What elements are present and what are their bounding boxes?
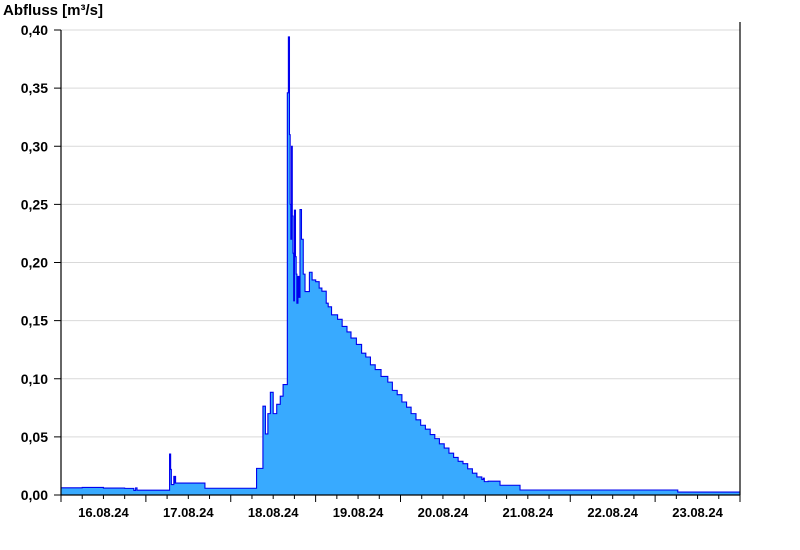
- svg-text:0,35: 0,35: [21, 80, 48, 96]
- svg-text:0,05: 0,05: [21, 429, 48, 445]
- svg-text:17.08.24: 17.08.24: [163, 505, 214, 520]
- svg-text:0,40: 0,40: [21, 22, 48, 38]
- svg-text:22.08.24: 22.08.24: [587, 505, 638, 520]
- svg-text:18.08.24: 18.08.24: [248, 505, 299, 520]
- svg-text:0,15: 0,15: [21, 313, 48, 329]
- svg-text:0,25: 0,25: [21, 196, 48, 212]
- svg-text:0,00: 0,00: [21, 487, 48, 503]
- svg-text:19.08.24: 19.08.24: [333, 505, 384, 520]
- svg-text:16.08.24: 16.08.24: [78, 505, 129, 520]
- svg-text:20.08.24: 20.08.24: [418, 505, 469, 520]
- svg-text:0,10: 0,10: [21, 371, 48, 387]
- svg-text:0,30: 0,30: [21, 138, 48, 154]
- svg-text:21.08.24: 21.08.24: [503, 505, 554, 520]
- svg-text:23.08.24: 23.08.24: [672, 505, 723, 520]
- svg-text:0,20: 0,20: [21, 255, 48, 271]
